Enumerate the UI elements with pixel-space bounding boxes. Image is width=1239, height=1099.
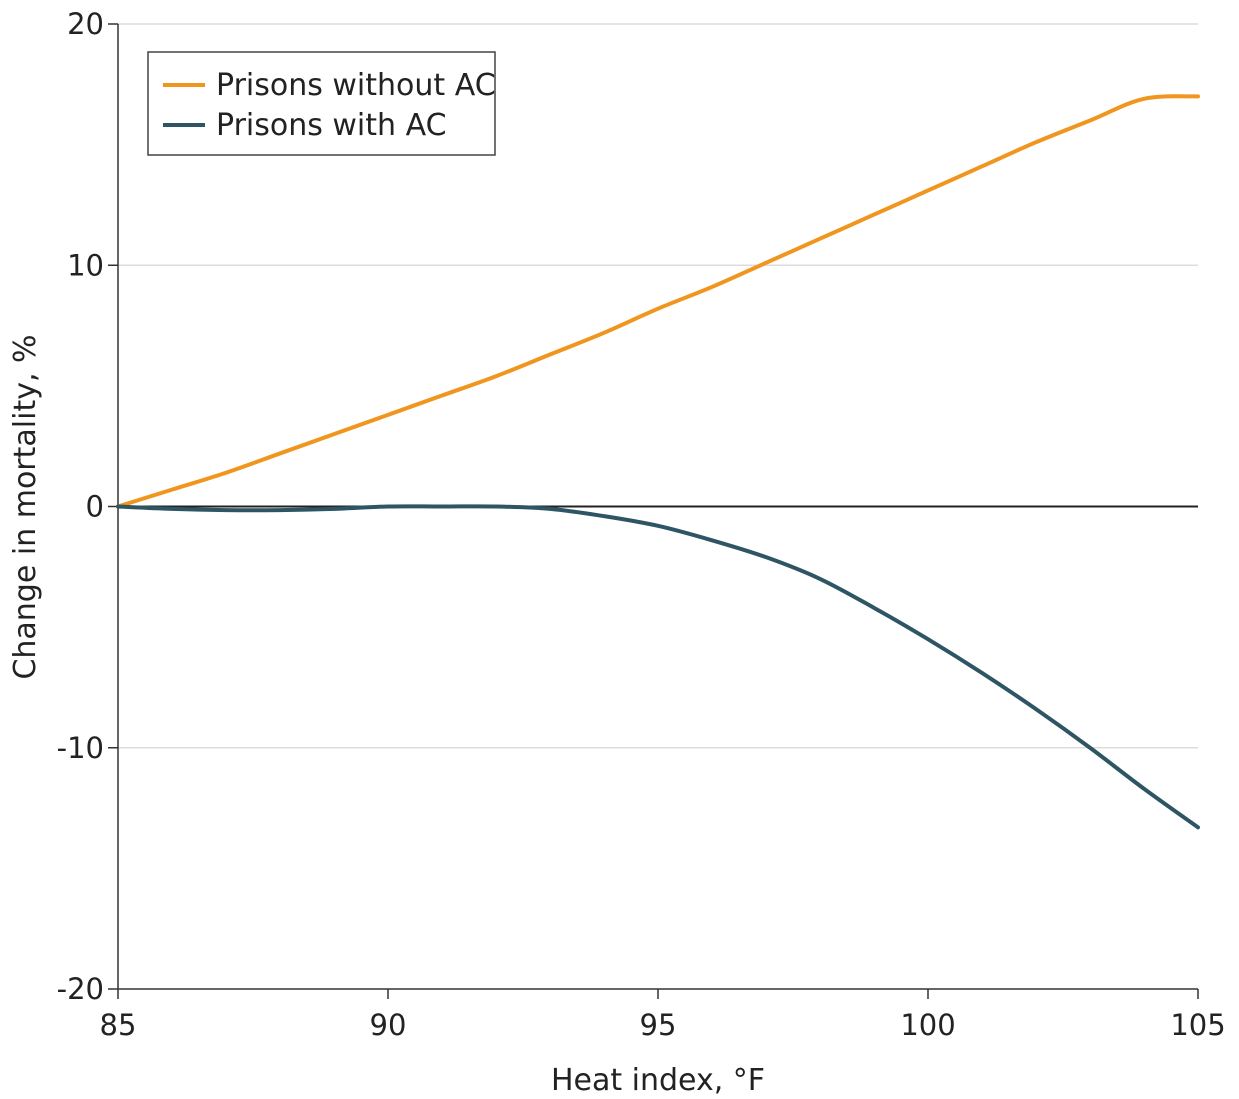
legend-box bbox=[147, 51, 496, 156]
y-tick-label: -10 bbox=[57, 731, 104, 765]
x-tick-label: 85 bbox=[100, 1008, 137, 1042]
gridlines bbox=[118, 23, 1198, 749]
x-axis-title: Heat index, °F bbox=[551, 1063, 765, 1098]
x-tick-label: 95 bbox=[640, 1008, 677, 1042]
series-line-prisons-with-ac bbox=[116, 504, 1200, 830]
y-tick-label: 20 bbox=[67, 7, 104, 41]
y-tick-label: -20 bbox=[57, 972, 104, 1006]
series bbox=[116, 94, 1200, 830]
x-tick-label: 105 bbox=[1170, 1008, 1225, 1042]
x-tick-label: 90 bbox=[370, 1008, 407, 1042]
legend: Prisons without AC Prisons with AC bbox=[147, 51, 496, 156]
y-tick-label: 0 bbox=[86, 490, 104, 524]
y-axis-title: Change in mortality, % bbox=[8, 334, 43, 679]
y-tick-label: 10 bbox=[67, 248, 104, 282]
series-line-prisons-without-ac bbox=[116, 94, 1200, 509]
legend-label-prisons-without-ac: Prisons without AC bbox=[216, 68, 496, 103]
x-tick-label: 100 bbox=[900, 1008, 955, 1042]
legend-label-prisons-with-ac: Prisons with AC bbox=[216, 108, 447, 143]
